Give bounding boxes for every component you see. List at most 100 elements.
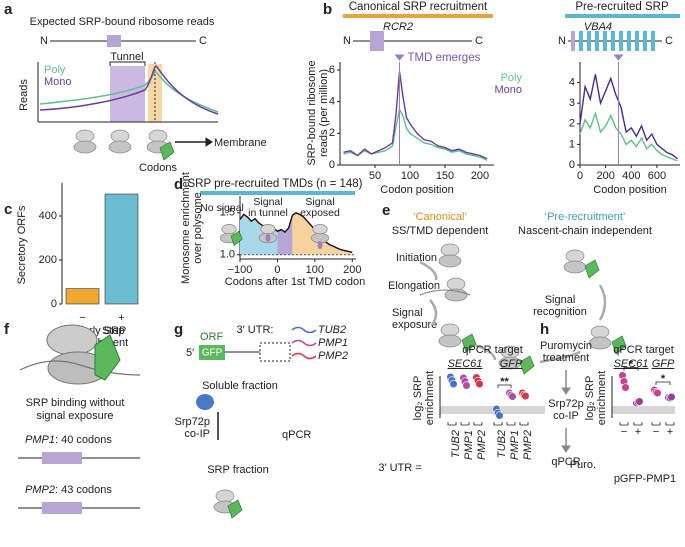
x-tick-label: PMP2 bbox=[522, 430, 534, 460]
label: Codons after 1st TMD codon bbox=[225, 276, 365, 288]
flow-arrow bbox=[539, 350, 581, 364]
flow-arrow bbox=[474, 343, 497, 361]
dot bbox=[508, 392, 517, 401]
label: Codon position bbox=[380, 184, 453, 196]
label: Poly bbox=[44, 64, 66, 76]
tmd-box bbox=[107, 35, 121, 47]
gfp-box bbox=[199, 345, 225, 360]
tmd-box bbox=[603, 31, 607, 51]
tmd-box bbox=[370, 31, 384, 51]
label: 3′ UTR: bbox=[237, 324, 274, 336]
bracket bbox=[665, 422, 675, 426]
significance: * bbox=[661, 373, 666, 385]
tmd-box bbox=[42, 502, 82, 514]
label: qPCR bbox=[282, 429, 311, 441]
annotation-arrow bbox=[613, 54, 624, 61]
x-tick-label: 200 bbox=[343, 264, 361, 276]
label: reads (per million) bbox=[318, 69, 330, 157]
panel-letter: b bbox=[323, 1, 332, 18]
srp-icon bbox=[230, 230, 243, 247]
line-series bbox=[343, 71, 488, 160]
ribosome-icon bbox=[75, 129, 95, 143]
bracket bbox=[506, 422, 516, 426]
label: Signal bbox=[305, 196, 334, 208]
label: Soluble fraction bbox=[202, 380, 278, 392]
label: GFP bbox=[202, 348, 223, 359]
ribosome-icon bbox=[438, 254, 462, 268]
ribosome-icon bbox=[588, 336, 612, 350]
arrow-head bbox=[205, 137, 213, 147]
label: ‘Pre-recruitment’ bbox=[545, 211, 626, 223]
label: Signal bbox=[253, 196, 282, 208]
y-tick-label: 0 bbox=[569, 159, 575, 171]
x-tick-label: 0 bbox=[577, 170, 583, 182]
label: co-IP bbox=[553, 410, 579, 422]
x-tick-label: − bbox=[621, 426, 627, 438]
annotation: TMD emerges bbox=[408, 52, 481, 64]
significance: ** bbox=[500, 376, 509, 388]
srp-icon bbox=[196, 394, 214, 410]
title-bar bbox=[343, 14, 493, 18]
bracket bbox=[460, 422, 470, 426]
sig-bracket bbox=[497, 384, 512, 388]
ribosome-icon bbox=[221, 224, 237, 235]
y-tick-label: 1.5 bbox=[220, 207, 235, 219]
label: Nascent-chain independent bbox=[518, 225, 652, 237]
label: Puromycin bbox=[540, 340, 592, 352]
dot bbox=[635, 397, 644, 406]
label: VBA4 bbox=[584, 21, 612, 33]
y-tick-label: 400 bbox=[39, 210, 57, 222]
ribosome-icon bbox=[565, 249, 585, 263]
label: SRP binding without bbox=[26, 397, 125, 409]
label: over polysome bbox=[192, 192, 204, 264]
dot bbox=[667, 392, 676, 402]
utr-squiggle bbox=[291, 339, 317, 347]
dot bbox=[653, 388, 662, 398]
srp-icon bbox=[227, 499, 243, 519]
x-tick-label: TUB2 bbox=[496, 430, 508, 458]
ribosome-icon bbox=[438, 334, 462, 348]
label: N bbox=[558, 35, 566, 47]
label: SS/TMD dependent bbox=[392, 225, 489, 237]
utr-squiggle bbox=[291, 352, 317, 360]
panel-letter: f bbox=[4, 321, 10, 338]
tmd-box bbox=[627, 31, 631, 51]
label: Puro. bbox=[570, 459, 596, 471]
x-tick-label: −100 bbox=[228, 264, 253, 276]
schematic-curve bbox=[39, 65, 219, 115]
bracket bbox=[473, 422, 483, 426]
y-tick-label: 2 bbox=[329, 127, 335, 139]
y-tick-label: 1.0 bbox=[220, 249, 235, 261]
mrna bbox=[19, 360, 141, 376]
line-series bbox=[579, 74, 678, 160]
x-tick-label: 0 bbox=[274, 264, 280, 276]
dot bbox=[462, 381, 471, 390]
group-label: SEC61 bbox=[614, 358, 649, 370]
label: Mono bbox=[44, 76, 72, 88]
label: Stop bbox=[102, 325, 125, 337]
chart-title: Pre-recruited SRP bbox=[575, 1, 669, 13]
signal bbox=[265, 234, 271, 242]
label: exposed bbox=[300, 207, 340, 219]
x-tick-label: TUB2 bbox=[450, 430, 462, 458]
label: Signal bbox=[392, 307, 423, 319]
signal bbox=[317, 241, 323, 249]
label: : 43 codons bbox=[55, 484, 112, 496]
label: Monosome enrichment bbox=[180, 172, 192, 284]
tmd-box bbox=[611, 31, 615, 51]
flow-arrow bbox=[598, 284, 607, 321]
bracket bbox=[447, 422, 457, 426]
arrow-head bbox=[561, 387, 571, 395]
group-label: SEC61 bbox=[448, 358, 483, 370]
label: Srp72p bbox=[175, 416, 210, 428]
flow-arrow bbox=[419, 260, 438, 281]
panel-letter: h bbox=[540, 321, 549, 338]
background-band bbox=[612, 406, 675, 414]
panel-letter: c bbox=[4, 201, 12, 218]
title-bar bbox=[200, 191, 355, 195]
panel-letter: g bbox=[174, 321, 183, 338]
label: PMP1 bbox=[318, 337, 348, 349]
label: in tunnel bbox=[248, 207, 288, 219]
label: C bbox=[665, 35, 673, 47]
